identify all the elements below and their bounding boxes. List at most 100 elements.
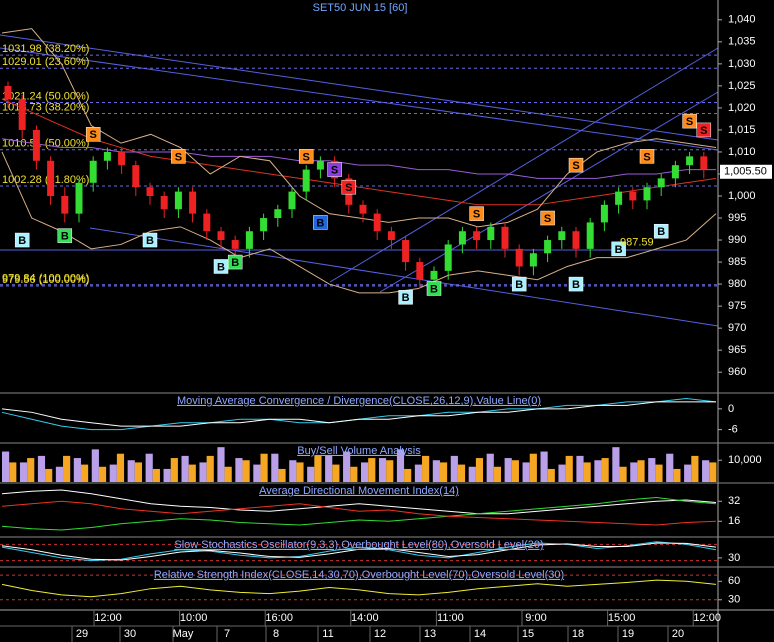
volume-bar — [422, 455, 430, 482]
volume-bar — [594, 460, 602, 482]
candle-body — [487, 226, 495, 241]
signal-label: S — [331, 164, 338, 176]
trendline — [379, 91, 719, 293]
volume-bar — [404, 468, 412, 482]
volume-bar — [547, 468, 555, 482]
volume-bar — [332, 464, 340, 482]
x-date-label: 14 — [474, 628, 486, 640]
volume-bar — [206, 455, 214, 482]
volume-bar — [583, 462, 591, 482]
signal-label: S — [303, 151, 310, 163]
candle-body — [402, 240, 410, 263]
volume-bar — [637, 460, 645, 482]
y-tick-label: -6 — [728, 424, 738, 436]
candle-body — [89, 160, 97, 183]
volume-bar — [511, 460, 519, 482]
volume-bar — [80, 464, 89, 482]
y-tick-label: 1,020 — [728, 102, 756, 114]
level-label: 1031.98 (38.20%) — [2, 43, 89, 55]
candle-body — [189, 191, 197, 214]
x-time-label: 10:00 — [180, 612, 208, 624]
x-time-label: 9:00 — [525, 612, 546, 624]
candle-body — [501, 226, 509, 249]
panel-title: Buy/Sell Volume Analysis — [297, 445, 421, 457]
candle-body — [615, 191, 623, 205]
series-line — [1, 98, 717, 206]
x-time-label: 12:00 — [693, 612, 721, 624]
y-tick-label: 1,010 — [728, 146, 756, 158]
y-tick-label: 990 — [728, 234, 746, 246]
volume-bar — [522, 462, 530, 482]
signal-label: S — [473, 209, 480, 221]
volume-bar — [271, 453, 279, 482]
signal-marker — [327, 162, 342, 177]
candle-body — [118, 151, 126, 166]
panel-title: Moving Average Convergence / Divergence(… — [177, 395, 541, 407]
signal-marker — [639, 149, 655, 164]
candle-body — [160, 196, 168, 210]
chart-title: SET50 JUN 15 [60] — [313, 2, 408, 14]
volume-bar — [368, 458, 376, 482]
volume-bar — [235, 458, 243, 482]
candle-body — [146, 187, 154, 196]
candle-body — [444, 244, 452, 271]
candle-body — [416, 262, 424, 280]
signal-label: S — [643, 151, 650, 163]
volume-bar — [630, 462, 638, 482]
candle-body — [260, 218, 268, 232]
x-date-label: 7 — [224, 628, 230, 640]
candle-body — [600, 204, 608, 223]
level-label: 979.56 (100.00%) — [2, 274, 89, 286]
candle-body — [245, 231, 253, 249]
x-date-label: 29 — [76, 628, 88, 640]
volume-bar — [576, 455, 584, 482]
volume-bar — [260, 453, 268, 482]
candle-body — [686, 156, 694, 166]
y-tick-label: 10,000 — [728, 454, 762, 466]
volume-bar — [565, 455, 573, 482]
candle-body — [47, 160, 55, 196]
y-tick-label: 960 — [728, 366, 746, 378]
volume-bar — [2, 451, 10, 482]
level-label: 1018.73 (38.20%) — [2, 101, 89, 113]
signal-marker — [540, 210, 555, 226]
x-time-label: 14:00 — [351, 612, 379, 624]
signal-label: S — [700, 125, 707, 137]
volume-bar — [325, 455, 333, 482]
series-line — [1, 489, 717, 515]
volume-bar — [612, 447, 620, 482]
signal-marker — [511, 276, 527, 292]
volume-bar — [493, 466, 502, 482]
volume-bar — [386, 460, 394, 482]
volume-bar — [98, 466, 107, 482]
y-tick-label: 1,015 — [728, 124, 756, 136]
signal-label: S — [686, 116, 693, 128]
y-tick-label: 30 — [728, 552, 740, 564]
volume-bar — [109, 464, 117, 482]
signal-marker — [568, 157, 584, 173]
candle-body — [75, 182, 83, 214]
x-date-label: 11 — [322, 628, 333, 640]
candle-body — [203, 213, 211, 232]
volume-bar — [278, 468, 286, 482]
volume-bar — [170, 458, 178, 482]
signal-label: B — [515, 279, 523, 291]
series-line — [1, 542, 717, 561]
y-tick-label: 32 — [728, 495, 740, 507]
volume-bar — [486, 453, 494, 482]
candle-body — [586, 222, 594, 249]
trendline — [329, 47, 719, 283]
candle-body — [32, 129, 40, 161]
x-date-label: 30 — [124, 628, 136, 640]
volume-bar — [224, 466, 232, 482]
y-tick-label: 16 — [728, 515, 740, 527]
y-tick-label: 0 — [728, 403, 734, 415]
volume-bar — [450, 455, 458, 482]
y-tick-label: 995 — [728, 212, 746, 224]
volume-bar — [529, 453, 537, 482]
level-label: 1010.51 (50.00%) — [2, 138, 89, 150]
volume-bar — [37, 455, 46, 482]
candle-body — [231, 240, 239, 249]
volume-bar — [152, 468, 160, 482]
